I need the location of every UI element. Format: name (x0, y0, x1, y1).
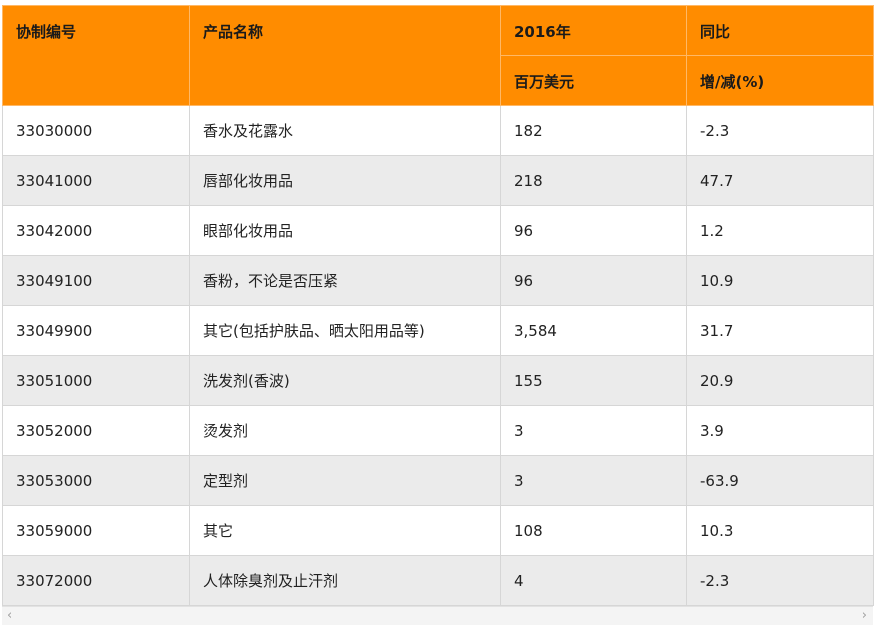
cell-value: 3,584 (500, 305, 687, 356)
header-change-label: 增/减(%) (700, 73, 765, 91)
cell-value: 108 (500, 505, 687, 556)
cell-yoy: -2.3 (686, 555, 874, 606)
header-code: 协制编号 (2, 5, 190, 106)
header-row-2: 百万美元 增/减(%) (3, 55, 874, 106)
cell-value: 4 (500, 555, 687, 606)
header-year-label: 2016年 (514, 23, 571, 41)
header-year: 2016年 (500, 5, 687, 56)
cell-yoy: 47.7 (686, 155, 874, 206)
cell-yoy: 1.2 (686, 205, 874, 256)
chevron-left-icon[interactable]: ‹ (7, 608, 13, 623)
header-unit: 百万美元 (500, 55, 687, 106)
cell-name: 定型剂 (189, 455, 501, 506)
table-body: 33030000 香水及花露水 182 -2.3 33041000 唇部化妆用品 218 47… (2, 105, 874, 606)
table-row: 33049900 其它(包括护肤品、晒太阳用品等) 3,584 31.7 (2, 305, 874, 356)
cell-name: 其它 (189, 505, 501, 556)
table-row: 33042000 眼部化妆用品 96 1.2 (2, 205, 874, 256)
header-change: 增/减(%) (686, 55, 874, 106)
header-unit-label: 百万美元 (514, 73, 575, 91)
cell-value: 96 (500, 205, 687, 256)
table-row: 33072000 人体除臭剂及止汗剂 4 -2.3 (2, 555, 874, 606)
cell-code: 33041000 (2, 155, 190, 206)
cell-code: 33042000 (2, 205, 190, 256)
table-row: 33030000 香水及花露水 182 -2.3 (2, 105, 874, 156)
header-yoy-label: 同比 (700, 23, 731, 41)
cell-yoy: -2.3 (686, 105, 874, 156)
header-yoy: 同比 (686, 5, 874, 56)
cell-yoy: 3.9 (686, 405, 874, 456)
cell-yoy: 10.9 (686, 255, 874, 306)
cell-name: 其它(包括护肤品、晒太阳用品等) (189, 305, 501, 356)
cell-code: 33072000 (2, 555, 190, 606)
table-row: 33052000 烫发剂 3 3.9 (2, 405, 874, 456)
chevron-right-icon[interactable]: › (861, 608, 867, 623)
header-name: 产品名称 (189, 5, 501, 106)
cell-code: 33049900 (2, 305, 190, 356)
cell-name: 香粉，不论是否压紧 (189, 255, 501, 306)
cell-code: 33059000 (2, 505, 190, 556)
cell-name: 烫发剂 (189, 405, 501, 456)
table-row: 33053000 定型剂 3 -63.9 (2, 455, 874, 506)
cell-code: 33052000 (2, 405, 190, 456)
header-row-1: 协制编号 产品名称 2016年 同比 (2, 5, 874, 106)
cell-value: 3 (500, 405, 687, 456)
cell-name: 香水及花露水 (189, 105, 501, 156)
data-table-container: 协制编号 产品名称 2016年 同比 百万美元 增/减(%) 33030000 香… (2, 5, 874, 606)
header-code-label: 协制编号 (16, 23, 77, 41)
cell-name: 唇部化妆用品 (189, 155, 501, 206)
table-row: 33059000 其它 108 10.3 (2, 505, 874, 556)
cell-yoy: 20.9 (686, 355, 874, 406)
cell-code: 33053000 (2, 455, 190, 506)
cell-yoy: 10.3 (686, 505, 874, 556)
cell-value: 96 (500, 255, 687, 306)
cell-name: 眼部化妆用品 (189, 205, 501, 256)
cell-value: 155 (500, 355, 687, 406)
cell-value: 182 (500, 105, 687, 156)
cell-code: 33030000 (2, 105, 190, 156)
cell-yoy: 31.7 (686, 305, 874, 356)
cell-value: 218 (500, 155, 687, 206)
cell-code: 33051000 (2, 355, 190, 406)
cell-yoy: -63.9 (686, 455, 874, 506)
horizontal-scrollbar[interactable]: ‹ › (2, 606, 873, 625)
cell-value: 3 (500, 455, 687, 506)
table-row: 33049100 香粉，不论是否压紧 96 10.9 (2, 255, 874, 306)
table-row: 33041000 唇部化妆用品 218 47.7 (2, 155, 874, 206)
cell-code: 33049100 (2, 255, 190, 306)
cosmetics-table: 协制编号 产品名称 2016年 同比 百万美元 增/减(%) 33030000 香… (2, 5, 874, 606)
table-row: 33051000 洗发剂(香波) 155 20.9 (2, 355, 874, 406)
header-name-label: 产品名称 (203, 23, 264, 41)
cell-name: 人体除臭剂及止汗剂 (189, 555, 501, 606)
cell-name: 洗发剂(香波) (189, 355, 501, 406)
